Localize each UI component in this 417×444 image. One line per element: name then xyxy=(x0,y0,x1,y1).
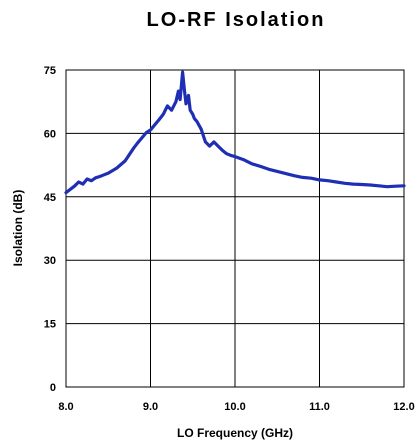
chart-title: LO-RF Isolation xyxy=(147,9,326,31)
x-tick-label: 8.0 xyxy=(58,401,73,413)
x-tick-label: 12.0 xyxy=(393,401,414,413)
y-tick-label: 60 xyxy=(44,128,56,140)
series-line xyxy=(64,70,406,195)
x-tick-label: 10.0 xyxy=(224,401,245,413)
grid xyxy=(65,69,405,388)
series-layer xyxy=(64,70,406,195)
x-axis-label: LO Frequency (GHz) xyxy=(177,426,293,440)
x-tick-label: 11.0 xyxy=(309,401,330,413)
x-tick-label: 9.0 xyxy=(143,401,158,413)
y-tick-label: 75 xyxy=(44,65,56,77)
y-tick-label: 0 xyxy=(50,382,56,394)
y-axis-ticks: 0 15 30 45 60 75 xyxy=(44,65,56,394)
plot-frame xyxy=(65,69,405,388)
x-axis-ticks: 8.0 9.0 10.0 11.0 12.0 xyxy=(58,401,414,413)
y-tick-label: 30 xyxy=(44,255,56,267)
y-axis-label: Isolation (dB) xyxy=(11,190,25,267)
y-tick-label: 15 xyxy=(44,319,56,331)
y-tick-label: 45 xyxy=(44,192,56,204)
